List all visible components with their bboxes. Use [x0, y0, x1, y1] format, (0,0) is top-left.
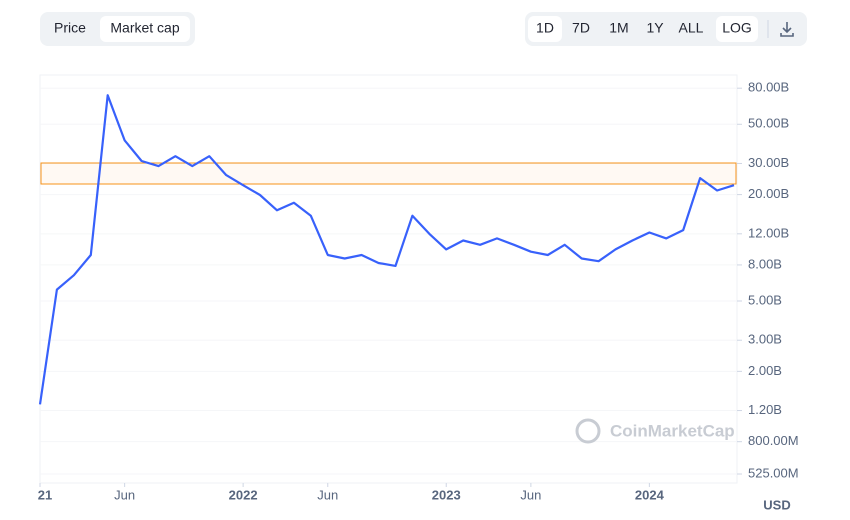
y-tick-label: 50.00B [748, 116, 789, 131]
x-tick-label: 2024 [635, 487, 665, 502]
x-tick-label: Jun [317, 487, 338, 502]
range-button[interactable]: ALL [679, 20, 704, 36]
y-tick-label: 30.00B [748, 155, 789, 170]
tab[interactable]: Price [54, 20, 86, 36]
y-tick-label: 12.00B [748, 225, 789, 240]
y-tick-label: 800.00M [748, 433, 799, 448]
x-tick-label: 21 [38, 487, 52, 502]
currency-label: USD [763, 497, 790, 512]
range-group [525, 12, 807, 46]
range-active [528, 16, 562, 42]
y-tick-label: 8.00B [748, 256, 782, 271]
log-button[interactable]: LOG [722, 20, 752, 36]
y-tick-label: 525.00M [748, 465, 799, 480]
range-button[interactable]: 1Y [646, 20, 664, 36]
range-button[interactable]: 1M [609, 20, 628, 36]
y-tick-label: 20.00B [748, 186, 789, 201]
plot-frame [39, 74, 738, 484]
y-tick-label: 1.20B [748, 402, 782, 417]
y-tick-label: 5.00B [748, 292, 782, 307]
tab-active [100, 16, 190, 42]
y-tick-label: 3.00B [748, 332, 782, 347]
grid [40, 87, 737, 475]
x-tick-label: Jun [520, 487, 541, 502]
watermark-text: CoinMarketCap [610, 421, 735, 440]
range-button[interactable]: 1D [536, 20, 554, 36]
range-highlight [40, 162, 737, 185]
price-line [38, 94, 735, 405]
download-button[interactable] [780, 22, 794, 37]
log-active [716, 16, 758, 42]
range-button[interactable]: 7D [572, 20, 590, 36]
x-tick-label: 2023 [432, 487, 461, 502]
x-tick-label: Jun [114, 487, 135, 502]
x-tick-label: 2022 [229, 487, 258, 502]
y-tick-label: 80.00B [748, 80, 789, 95]
watermark: CoinMarketCap [575, 418, 735, 444]
y-tick-label: 2.00B [748, 363, 782, 378]
tab[interactable]: Market cap [110, 20, 179, 36]
